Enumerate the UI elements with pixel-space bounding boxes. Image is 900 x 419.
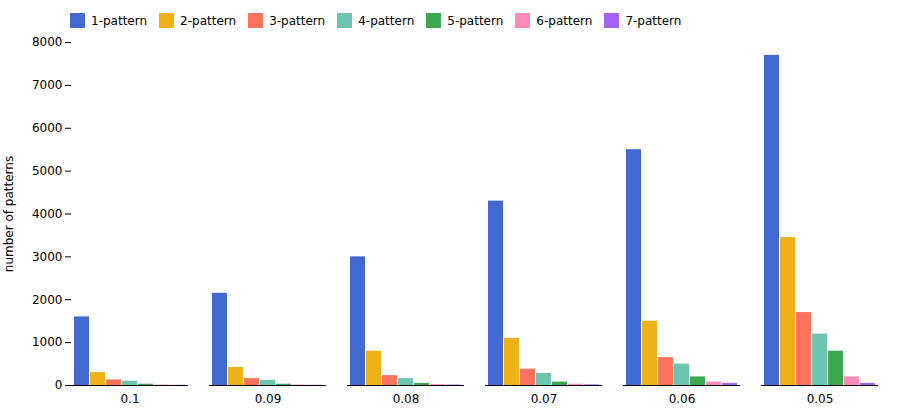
- svg-text:0.08: 0.08: [393, 392, 420, 406]
- svg-text:0.1: 0.1: [120, 392, 139, 406]
- html-text:4-pattern: 4-pattern: [358, 13, 415, 28]
- svg-text:5000: 5000: [32, 164, 63, 178]
- html-text:1-pattern: 1-pattern: [91, 13, 148, 28]
- svg-text:2000: 2000: [32, 293, 63, 307]
- html-text:2-pattern: 2-pattern: [180, 13, 237, 28]
- svg-text:0.06: 0.06: [669, 392, 696, 406]
- html-text:5-pattern: 5-pattern: [447, 13, 504, 28]
- svg-text:0.07: 0.07: [531, 392, 558, 406]
- svg-text:0: 0: [55, 378, 63, 392]
- html-text:7-pattern: 7-pattern: [625, 13, 682, 28]
- svg-text:0.05: 0.05: [807, 392, 834, 406]
- svg-text:4000: 4000: [32, 207, 63, 221]
- svg-text:1000: 1000: [32, 335, 63, 349]
- html-text:3-pattern: 3-pattern: [269, 13, 326, 28]
- svg-text:3000: 3000: [32, 250, 63, 264]
- svg-text:0.09: 0.09: [255, 392, 282, 406]
- svg-text:6000: 6000: [32, 121, 63, 135]
- svg-text:8000: 8000: [32, 35, 63, 49]
- svg-text:7000: 7000: [32, 78, 63, 92]
- html-text:6-pattern: 6-pattern: [536, 13, 593, 28]
- svg-text:number of patterns: number of patterns: [2, 156, 16, 272]
